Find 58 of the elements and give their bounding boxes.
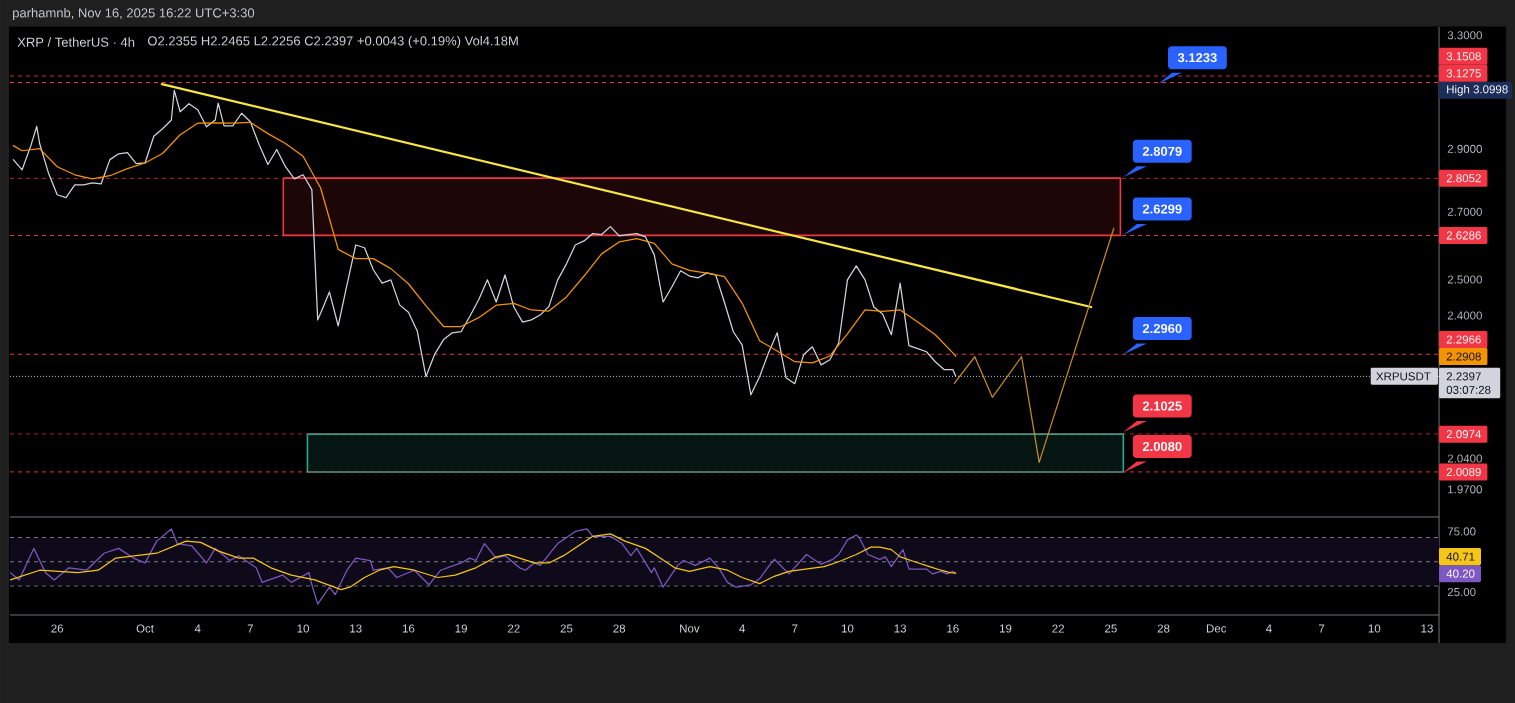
y-tick-label: High 3.0998 [1447,84,1508,96]
ref-line-label: 2.2397 [1446,372,1481,381]
x-tick-label: 25 [1105,624,1117,633]
x-tick-label: 28 [613,624,626,633]
x-tick-label: 4 [739,624,745,633]
x-tick-label: 22 [507,624,520,633]
y-tick-label: 2.7000 [1447,207,1482,216]
y-tick-label: 25.00 [1447,587,1476,597]
x-tick-label: 10 [297,624,310,633]
x-tick-label: 13 [894,624,907,633]
y-tick-label: 2.2908 [1446,352,1481,361]
x-tick-label: 7 [792,624,798,633]
x-tick-label: 7 [1319,624,1325,633]
ref-line-label: 2.6286 [1446,231,1481,240]
ref-line-label: 3.1508 [1446,52,1481,61]
annotation: 2.0080 [1142,441,1182,452]
y-tick-label: 2.0400 [1447,454,1482,463]
annotation: 2.8079 [1142,146,1182,156]
x-tick-label: Oct [136,624,154,633]
x-tick-label: 28 [1157,624,1170,633]
y-tick-label: 2.9000 [1447,144,1482,153]
text: 03:07:28 [1446,385,1491,394]
y-tick-label: 2.4000 [1447,311,1482,320]
text: O2.2355 H2.2465 L2.2256 C2.2397 +0.0043 (+0.19%) Vol4.18M [147,35,518,49]
x-tick-label: 13 [1421,624,1433,633]
annotation: 3.1233 [1177,53,1217,63]
x-tick-label: 13 [350,624,362,633]
annotation: 2.2960 [1142,323,1182,334]
ref-line-label: 3.1275 [1446,69,1481,78]
y-tick-label: 3.3000 [1447,31,1482,40]
ref-line-label: 2.0089 [1446,468,1481,477]
x-tick-label: Dec [1206,624,1227,633]
ref-line-label: 2.2966 [1446,335,1481,344]
x-tick-label: 25 [560,624,573,633]
annotation: 2.1025 [1142,401,1182,411]
ref-line-label: 2.0974 [1446,430,1482,439]
text: parhamnb, Nov 16, 2025 16:22 UTC+3:30 [13,7,255,21]
y-tick-label: 1.9700 [1448,485,1482,494]
y-tick-label: 75.00 [1447,527,1476,536]
x-tick-label: 7 [247,624,253,633]
ref-line-label: 2.8052 [1446,174,1481,183]
x-tick-label: 16 [947,624,959,633]
text: XRPUSDT [1376,372,1431,381]
x-tick-label: 22 [1052,624,1065,633]
x-tick-label: 10 [1368,624,1381,633]
x-tick-label: 10 [841,624,854,633]
x-tick-label: 19 [455,624,467,633]
x-tick-label: 19 [1000,624,1012,633]
x-tick-label: 4 [1266,624,1272,633]
y-tick-label: 40.20 [1446,569,1475,578]
y-tick-label: 2.5000 [1447,275,1482,284]
text: XRP / TetherUS · 4h [17,37,135,47]
x-tick-label: 26 [51,624,64,633]
x-tick-label: Nov [680,624,700,633]
annotation: 2.6299 [1142,204,1182,214]
x-tick-label: 4 [194,624,201,633]
x-tick-label: 16 [402,624,415,633]
text: 40.71 [1446,552,1475,561]
